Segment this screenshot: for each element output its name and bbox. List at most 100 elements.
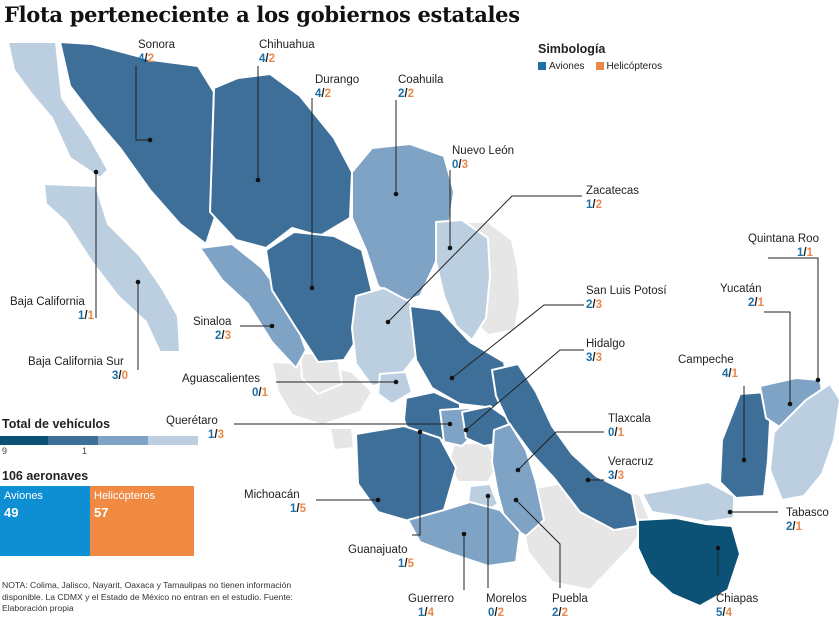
label-campeche: Campeche 4/1 (678, 353, 738, 381)
state-counts: 1/1 (78, 310, 95, 322)
helicopteros-count: 1 (261, 387, 269, 399)
aviones-count: 4 (315, 88, 322, 100)
baja-california-region (7, 41, 109, 179)
helicopteros-count: 2 (268, 53, 276, 65)
state-name: Querétaro (166, 415, 218, 427)
state-counts: 1/5 (398, 558, 415, 570)
state-name: Baja California Sur (28, 356, 124, 368)
state-counts: 2/2 (552, 607, 569, 619)
aviones-bar-label: Aviones (4, 490, 43, 502)
scale-max-label: 1 (82, 446, 88, 456)
helicopteros-count: 5 (299, 503, 307, 515)
aviones-count: 2 (786, 521, 793, 533)
state-name: Veracruz (608, 456, 654, 468)
aviones-count: 1 (208, 429, 215, 441)
aviones-count: 0 (252, 387, 259, 399)
sonora-region (59, 41, 219, 245)
state-counts: 2/1 (748, 297, 765, 309)
state-counts: 0/3 (452, 159, 469, 171)
state-name: Nuevo León (452, 145, 515, 157)
puebla-region (491, 423, 545, 537)
label-nuevo-leon: Nuevo León 0/3 (452, 144, 514, 172)
label-sonora: Sonora 4/2 (138, 38, 175, 66)
sinaloa-region (199, 243, 307, 369)
state-counts: 4/2 (138, 53, 155, 65)
aeronaves-title: 106 aeronaves (2, 469, 89, 483)
helicopteros-count: 0 (121, 370, 129, 382)
state-name: Sinaloa (193, 316, 232, 328)
state-name: Zacatecas (586, 185, 640, 197)
helicopteros-count: 4 (725, 607, 733, 619)
aviones-count: 3 (586, 352, 593, 364)
helicopteros-count: 3 (461, 159, 469, 171)
helicopteros-count: 3 (224, 330, 232, 342)
label-sinaloa: Sinaloa 2/3 (193, 315, 231, 343)
state-name: Durango (315, 74, 360, 86)
label-hidalgo: Hidalgo 3/3 (586, 337, 625, 365)
label-chiapas: Chiapas 5/4 (716, 592, 758, 620)
state-counts: 2/2 (398, 88, 415, 100)
state-name: Tlaxcala (608, 413, 651, 425)
helicopteros-count: 1 (795, 521, 803, 533)
state-name: Quintana Roo (748, 233, 819, 245)
state-counts: 1/5 (290, 503, 307, 515)
aviones-count: 1 (796, 247, 804, 259)
state-counts: 0/2 (488, 607, 505, 619)
state-name: Guanajuato (348, 544, 408, 556)
legend: Simbología Aviones Helicópteros (538, 42, 662, 72)
state-counts: 2/3 (586, 299, 603, 311)
state-counts: 1/4 (418, 607, 435, 619)
helicopteros-bar-label: Helicópteros (94, 490, 156, 502)
state-counts: 0/1 (608, 427, 625, 439)
baja-california-sur-region (43, 183, 181, 353)
helicopteros-swatch (595, 62, 604, 71)
label-quintana-roo: Quintana Roo 1/1 (748, 232, 819, 260)
aviones-count: 2 (552, 607, 559, 619)
helicopteros-count: 2 (147, 53, 155, 65)
aviones-swatch (538, 62, 546, 71)
state-counts: 1/3 (208, 429, 225, 441)
leader-dots (93, 137, 821, 551)
label-guerrero: Guerrero 1/4 (408, 592, 454, 620)
state-counts: 1/1 (796, 247, 813, 259)
label-puebla: Puebla 2/2 (552, 592, 588, 620)
label-veracruz: Veracruz 3/3 (608, 455, 653, 483)
state-counts: 2/3 (215, 330, 232, 342)
helicopteros-count: 2 (407, 88, 415, 100)
aviones-bar: Aviones 49 (0, 486, 90, 556)
michoacan-region (355, 425, 457, 523)
aviones-count: 2 (748, 297, 755, 309)
label-coahuila: Coahuila 2/2 (398, 73, 443, 101)
helicopteros-count: 3 (617, 470, 625, 482)
leader-lines (95, 66, 819, 590)
helicopteros-count: 1 (87, 310, 95, 322)
aviones-count: 2 (398, 88, 405, 100)
helicopteros-count: 4 (427, 607, 435, 619)
chiapas-region (637, 517, 741, 607)
state-name: Puebla (552, 593, 588, 605)
helicopteros-count: 3 (595, 352, 603, 364)
state-counts: 2/1 (786, 521, 803, 533)
aviones-count: 4 (138, 53, 145, 65)
label-baja-california: Baja California 1/1 (10, 295, 94, 323)
label-guanajuato: Guanajuato 1/5 (348, 543, 414, 571)
helicopteros-count: 2 (595, 199, 603, 211)
aviones-count: 3 (608, 470, 615, 482)
label-tlaxcala: Tlaxcala 0/1 (608, 412, 651, 440)
aviones-count: 4 (722, 368, 729, 380)
state-counts: 3/0 (112, 370, 129, 382)
state-counts: 0/1 (252, 387, 269, 399)
state-counts: 3/3 (608, 470, 625, 482)
helicopteros-count: 1 (617, 427, 625, 439)
coahuila-region (351, 143, 455, 303)
map-title: Flota perteneciente a los gobiernos esta… (4, 2, 520, 27)
aviones-bar-value: 49 (4, 505, 19, 520)
aviones-count: 1 (290, 503, 297, 515)
label-michoacan: Michoacán 1/5 (244, 488, 306, 516)
state-name: Sonora (138, 39, 176, 51)
aviones-count: 1 (78, 310, 85, 322)
tabasco-region (641, 481, 735, 523)
zacatecas-region (351, 287, 425, 387)
aviones-count: 5 (716, 607, 723, 619)
